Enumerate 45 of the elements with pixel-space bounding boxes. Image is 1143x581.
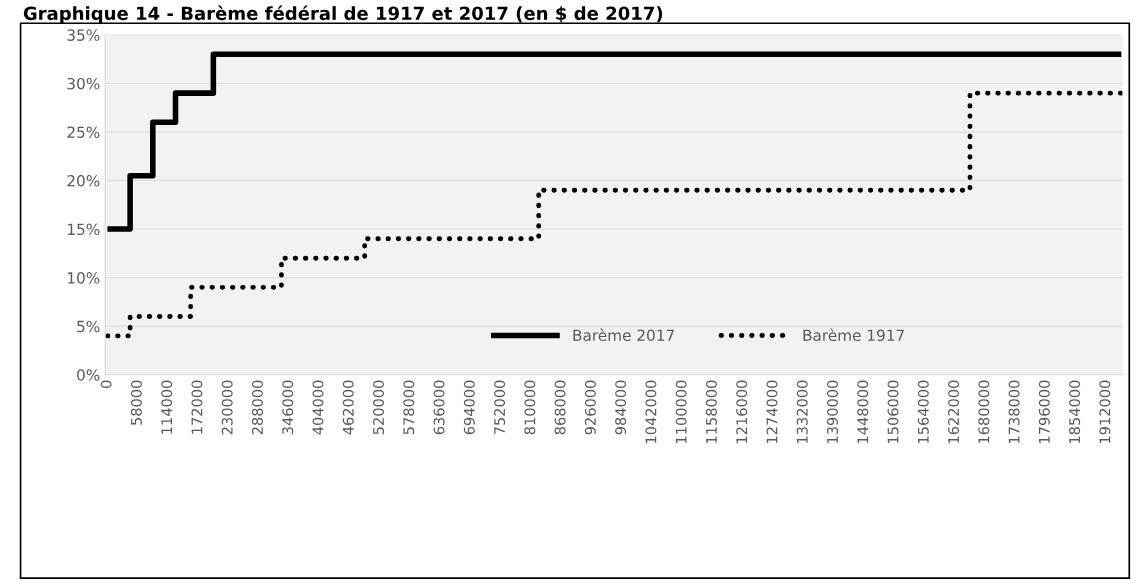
x-tick-label: 1506000 — [887, 380, 899, 443]
y-tick-label: 30% — [67, 77, 100, 90]
legend-label: Barème 1917 — [803, 328, 904, 342]
x-tick-label: 0 — [100, 380, 112, 388]
y-tick-label: 35% — [67, 29, 100, 41]
y-tick-label: 15% — [68, 223, 100, 236]
x-tick-label: 578000 — [403, 380, 415, 435]
x-tick-label: 1854000 — [1069, 380, 1081, 443]
x-tick-label: 984000 — [615, 380, 627, 435]
x-tick-label: 58000 — [130, 380, 142, 425]
x-tick-label: 1680000 — [978, 380, 990, 443]
legend-label: Barème 2017 — [573, 328, 674, 342]
x-tick-label: 1796000 — [1038, 380, 1050, 443]
x-tick-label: 1390000 — [826, 380, 839, 443]
x-tick-label: 288000 — [251, 380, 263, 435]
x-tick-label: 520000 — [373, 380, 385, 435]
x-tick-label: 1158000 — [705, 380, 717, 443]
x-tick-label: 752000 — [494, 380, 506, 435]
y-tick-label: 5% — [77, 320, 100, 333]
x-tick-label: 1564000 — [917, 380, 929, 443]
x-tick-label: 1100000 — [675, 380, 687, 443]
x-tick-label: 462000 — [342, 380, 354, 435]
x-tick-label: 1216000 — [736, 380, 748, 443]
x-tick-label: 1274000 — [766, 380, 778, 443]
x-tick-label: 868000 — [554, 380, 566, 435]
x-tick-label: 1332000 — [796, 380, 808, 443]
x-tick-label: 926000 — [584, 380, 596, 435]
x-tick-label: 1912000 — [1099, 380, 1111, 443]
x-tick-label: 694000 — [463, 380, 475, 435]
x-tick-label: 1622000 — [948, 380, 960, 443]
x-tick-label: 810000 — [524, 380, 536, 435]
x-tick-label: 114000 — [161, 380, 173, 434]
y-tick-label: 0% — [77, 369, 100, 381]
x-tick-label: 230000 — [221, 380, 233, 435]
x-tick-label: 1738000 — [1008, 380, 1020, 443]
chart-title: Graphique 14 - Barème fédéral de 1917 et 2017 (en $ de 2017) — [23, 5, 663, 24]
x-tick-label: 346000 — [282, 380, 294, 435]
x-tick-label: 1042000 — [645, 380, 657, 443]
y-tick-label: 20% — [67, 174, 100, 187]
x-tick-label: 172000 — [191, 380, 203, 434]
x-tick-label: 404000 — [312, 380, 324, 435]
x-tick-label: 1448000 — [857, 380, 869, 443]
x-tick-label: 636000 — [433, 380, 445, 435]
y-tick-label: 10% — [68, 272, 100, 284]
y-tick-label: 25% — [67, 126, 100, 138]
